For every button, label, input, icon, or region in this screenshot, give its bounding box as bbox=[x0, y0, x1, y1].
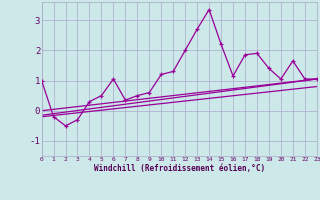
X-axis label: Windchill (Refroidissement éolien,°C): Windchill (Refroidissement éolien,°C) bbox=[94, 164, 265, 173]
